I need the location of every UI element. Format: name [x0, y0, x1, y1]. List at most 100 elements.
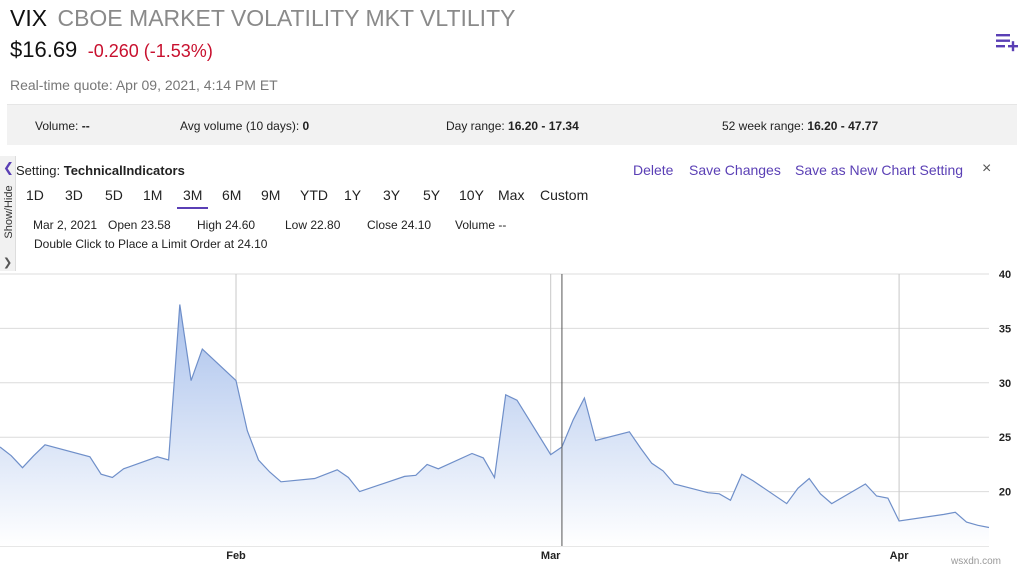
data-point-2021-02-08	[314, 477, 316, 479]
range-3y[interactable]: 3Y	[383, 187, 401, 203]
save-changes-button[interactable]: Save Changes	[689, 162, 781, 178]
data-point-2021-01-22	[122, 468, 124, 470]
range-3m[interactable]: 3M	[176, 187, 210, 209]
data-point-2021-03-05	[594, 439, 596, 441]
delete-button[interactable]: Delete	[633, 162, 674, 178]
data-point-2021-02-18	[426, 463, 428, 465]
stat-avg-volume: Avg volume (10 days): 0	[180, 119, 309, 133]
range-1m[interactable]: 1M	[143, 187, 163, 203]
data-point-2021-02-22	[471, 452, 473, 454]
y-tick-label: 25	[999, 432, 1011, 444]
price-line	[0, 304, 990, 529]
range-1d[interactable]: 1D	[26, 187, 44, 203]
data-point-2021-02-23	[482, 457, 484, 459]
price-area-fill	[0, 304, 989, 546]
data-point-2021-02-05	[280, 481, 282, 483]
data-point-2021-01-14	[33, 455, 35, 457]
x-tick-label: Apr	[890, 550, 910, 562]
stat-volume-value: --	[81, 119, 90, 133]
data-point-2021-02-02	[246, 430, 248, 432]
data-point-2021-03-09	[639, 447, 641, 449]
data-point-2021-03-24	[808, 477, 810, 479]
data-point-2021-03-31	[887, 497, 889, 499]
data-point-2021-02-26	[516, 399, 518, 401]
stat-avg-volume-label: Avg volume (10 days):	[180, 119, 300, 133]
data-point-2021-01-25	[156, 456, 158, 458]
chevron-left-icon: ❮	[3, 160, 14, 175]
data-point-2021-04-05	[943, 513, 945, 515]
data-point-2021-04-06	[954, 511, 956, 513]
stats-bar: Volume: -- Avg volume (10 days): 0 Day r…	[7, 104, 1017, 145]
range-9m[interactable]: 9M	[261, 187, 281, 203]
stat-52-week-range: 52 week range: 16.20 - 47.77	[722, 119, 878, 133]
range-5y[interactable]: 5Y	[423, 187, 441, 203]
data-point-2021-02-09	[325, 473, 327, 475]
data-point-2021-01-15	[44, 444, 46, 446]
data-point-2021-03-26	[831, 502, 833, 504]
data-point-2021-04-07	[965, 521, 967, 523]
ticker-symbol: VIX	[10, 5, 48, 31]
stat-day-range: Day range: 16.20 - 17.34	[446, 119, 579, 133]
data-point-2021-03-16	[718, 493, 720, 495]
data-point-2021-01-21	[111, 476, 113, 478]
ohlc-date: Mar 2, 2021	[33, 218, 98, 232]
last-price: $16.69	[10, 37, 78, 62]
realtime-quote-time: Real-time quote: Apr 09, 2021, 4:14 PM E…	[10, 77, 278, 93]
data-point-2021-01-19	[89, 456, 91, 458]
data-point-2021-01-12	[10, 455, 12, 457]
setting-value: TechnicalIndicators	[63, 163, 185, 178]
data-point-2021-01-29	[201, 348, 203, 350]
range-3d[interactable]: 3D	[65, 187, 83, 203]
price-chart[interactable]: 20 25 30 35 40 Feb Mar Apr	[0, 266, 1024, 566]
data-point-2021-03-10	[651, 462, 653, 464]
data-point-2021-02-19	[437, 468, 439, 470]
save-as-new-setting-button[interactable]: Save as New Chart Setting	[795, 162, 964, 178]
limit-order-hint: Double Click to Place a Limit Order at 2…	[34, 237, 268, 251]
data-point-2021-02-11	[347, 476, 349, 478]
data-point-2021-03-17	[729, 499, 731, 501]
data-point-2021-03-25	[819, 493, 821, 495]
range-max[interactable]: Max	[498, 187, 525, 203]
data-point-2021-01-27	[179, 303, 181, 305]
data-point-2021-03-30	[875, 495, 877, 497]
data-point-2021-03-11	[662, 470, 664, 472]
range-1y[interactable]: 1Y	[344, 187, 362, 203]
stat-day-range-value: 16.20 - 17.34	[508, 119, 579, 133]
x-tick-label: Mar	[541, 550, 561, 562]
data-point-2021-03-01	[550, 453, 552, 455]
data-point-2021-03-15	[707, 492, 709, 494]
price-row: $16.69 -0.260 (-1.53%)	[10, 37, 213, 63]
range-ytd[interactable]: YTD	[300, 187, 328, 203]
watermark: wsxdn.com	[951, 556, 1002, 567]
stat-52-week-label: 52 week range:	[722, 119, 805, 133]
data-point-2021-01-13	[21, 467, 23, 469]
range-custom[interactable]: Custom	[540, 187, 589, 203]
close-icon[interactable]: ×	[982, 160, 992, 177]
data-point-2021-02-17	[415, 474, 417, 476]
data-point-2021-03-23	[797, 487, 799, 489]
y-tick-label: 35	[999, 323, 1011, 335]
data-point-2021-02-01	[235, 379, 237, 381]
y-tick-label: 20	[999, 487, 1011, 499]
show-hide-toggle[interactable]: ❮ Show/Hide ❯	[0, 156, 16, 271]
x-tick-label: Feb	[226, 550, 246, 562]
stat-day-range-label: Day range:	[446, 119, 505, 133]
playlist-add-icon[interactable]	[994, 30, 1020, 52]
data-point-2021-01-28	[190, 379, 192, 381]
range-6m[interactable]: 6M	[222, 187, 242, 203]
chart-setting: Setting: TechnicalIndicators	[16, 163, 185, 178]
data-point-2021-02-12	[358, 490, 360, 492]
data-point-2021-01-20	[100, 473, 102, 475]
data-point-2021-04-09	[988, 526, 990, 528]
range-10y[interactable]: 10Y	[459, 187, 484, 203]
ohlc-open: Open 23.58	[108, 218, 171, 232]
ohlc-close: Close 24.10	[367, 218, 432, 232]
data-point-2021-03-03	[572, 419, 574, 421]
stat-volume: Volume: --	[35, 119, 90, 133]
title-row: VIX CBOE MARKET VOLATILITY MKT VLTILITY	[10, 5, 515, 32]
y-axis: 20 25 30 35 40	[999, 269, 1011, 499]
range-5d[interactable]: 5D	[105, 187, 123, 203]
data-point-2021-02-04	[269, 471, 271, 473]
data-point-2021-02-10	[336, 469, 338, 471]
show-hide-label: Show/Hide	[3, 185, 15, 239]
